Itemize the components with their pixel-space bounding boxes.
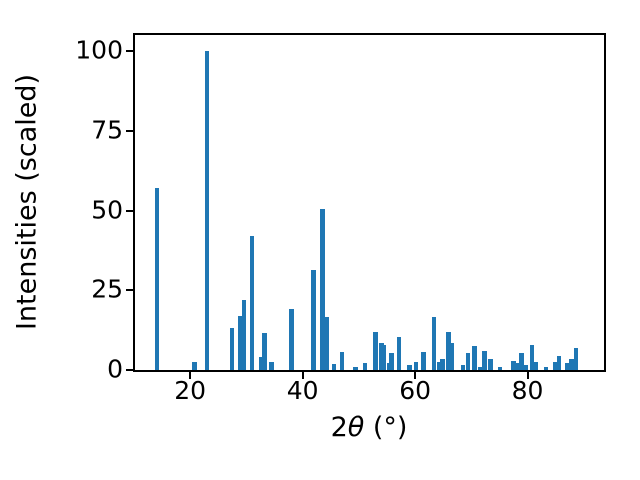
bar: [413, 361, 419, 370]
x-tick-mark: [414, 372, 417, 379]
bar: [482, 350, 487, 370]
bar: [269, 362, 274, 370]
bar: [262, 333, 267, 370]
theta-symbol: θ: [347, 412, 365, 443]
bar: [407, 364, 412, 370]
bar: [396, 336, 401, 370]
bar: [389, 353, 394, 370]
bar: [339, 351, 345, 370]
bar: [543, 366, 549, 370]
bar: [289, 308, 294, 370]
bar: [437, 361, 442, 370]
bar: [511, 360, 516, 370]
bar: [556, 356, 562, 370]
bar: [353, 366, 358, 370]
bar: [154, 188, 160, 370]
bar: [519, 352, 524, 370]
plot-area: [133, 33, 606, 372]
x-tick-mark: [301, 372, 304, 379]
y-tick-mark: [126, 129, 133, 132]
y-tick-mark: [126, 369, 133, 371]
bar: [362, 362, 368, 370]
y-tick-label: 0: [107, 354, 123, 384]
bar: [258, 356, 264, 370]
y-tick-label: 100: [75, 35, 123, 65]
y-tick-label: 75: [91, 115, 123, 145]
bar: [237, 315, 243, 370]
bar: [311, 270, 316, 370]
bar: [386, 363, 392, 370]
bar: [472, 346, 477, 370]
bar: [497, 366, 503, 370]
x-tick-label: 60: [399, 376, 431, 405]
x-axis-label-suffix: (°): [364, 412, 408, 443]
bars-layer: [135, 35, 604, 370]
bar: [249, 236, 255, 370]
y-tick-mark: [126, 50, 133, 52]
x-tick-mark: [189, 372, 192, 379]
x-tick-label: 80: [511, 376, 544, 405]
y-tick-label: 50: [91, 195, 123, 224]
x-axis-label-prefix: 2: [330, 412, 348, 443]
x-tick-label: 40: [286, 376, 319, 405]
bar: [569, 359, 574, 370]
bar: [523, 364, 528, 370]
bar: [552, 361, 558, 370]
bar: [431, 317, 437, 370]
bar: [229, 327, 234, 370]
bar: [529, 345, 535, 370]
bar: [241, 299, 247, 370]
bar: [379, 343, 384, 370]
bar: [460, 364, 466, 370]
bar: [465, 353, 471, 370]
x-tick-label: 20: [174, 376, 206, 405]
bar: [573, 348, 579, 370]
y-tick-mark: [126, 289, 133, 292]
bar: [381, 345, 387, 370]
bar: [421, 351, 426, 370]
bar: [446, 331, 451, 370]
bar: [373, 331, 378, 370]
bar: [204, 51, 210, 370]
bar: [515, 362, 520, 370]
bar: [449, 343, 455, 370]
bar: [488, 359, 493, 370]
bar: [331, 364, 337, 370]
x-axis-label: 2θ (°): [331, 412, 408, 443]
bar: [320, 208, 325, 370]
x-tick-mark: [526, 372, 529, 379]
bar: [324, 317, 329, 370]
bar: [565, 362, 570, 370]
bar: [477, 366, 482, 370]
bar: [533, 362, 539, 370]
y-tick-label: 25: [91, 274, 123, 304]
bar: [440, 358, 445, 370]
bar: [192, 362, 197, 370]
y-tick-mark: [126, 209, 133, 212]
